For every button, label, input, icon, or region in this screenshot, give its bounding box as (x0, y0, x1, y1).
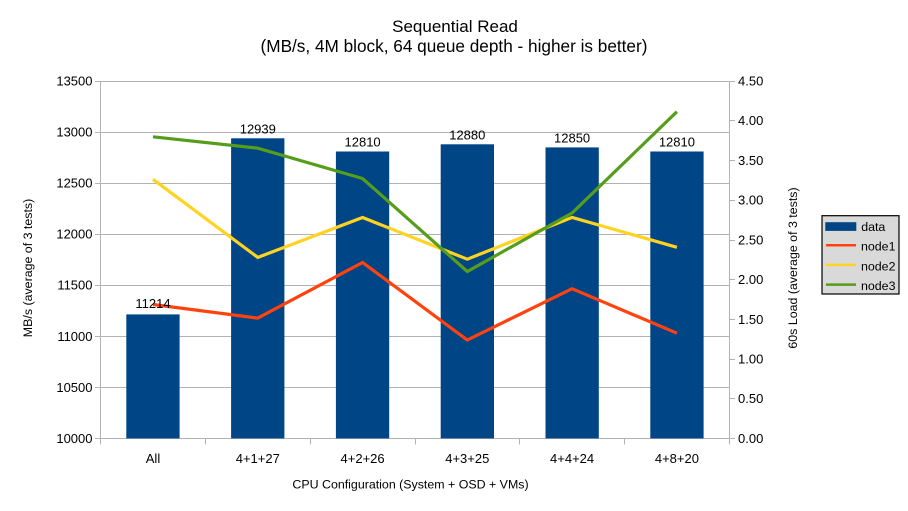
svg-text:11000: 11000 (57, 329, 92, 344)
svg-text:2.50: 2.50 (738, 232, 763, 247)
svg-text:11500: 11500 (57, 278, 92, 293)
svg-text:12000: 12000 (56, 227, 92, 242)
svg-text:12810: 12810 (345, 135, 381, 150)
svg-text:60s Load (average of 3 tests): 60s Load (average of 3 tests) (786, 187, 800, 348)
svg-text:All: All (146, 451, 161, 466)
svg-text:4.00: 4.00 (738, 113, 763, 128)
svg-text:CPU Configuration (System + OS: CPU Configuration (System + OSD + VMs) (292, 478, 528, 492)
svg-text:node1: node1 (861, 240, 896, 254)
svg-text:12939: 12939 (240, 121, 276, 136)
svg-text:12880: 12880 (449, 127, 485, 142)
svg-text:13000: 13000 (56, 125, 92, 140)
svg-text:4+1+27: 4+1+27 (236, 451, 280, 466)
svg-text:11214: 11214 (135, 296, 170, 311)
svg-text:MB/s (average of 3 tests): MB/s (average of 3 tests) (21, 199, 35, 337)
svg-text:12810: 12810 (659, 135, 695, 150)
svg-text:13500: 13500 (56, 74, 92, 89)
svg-text:node3: node3 (861, 279, 896, 293)
svg-text:data: data (861, 220, 885, 234)
svg-text:Sequential Read: Sequential Read (392, 17, 518, 36)
svg-text:(MB/s, 4M block, 64 queue dept: (MB/s, 4M block, 64 queue depth - higher… (261, 36, 648, 56)
svg-text:10000: 10000 (56, 431, 92, 446)
svg-text:4.50: 4.50 (738, 74, 763, 89)
svg-text:3.50: 3.50 (738, 153, 763, 168)
svg-text:1.00: 1.00 (738, 352, 763, 367)
svg-text:4+3+25: 4+3+25 (445, 451, 489, 466)
svg-text:2.00: 2.00 (738, 272, 763, 287)
svg-text:3.00: 3.00 (738, 193, 763, 208)
svg-text:4+4+24: 4+4+24 (550, 451, 594, 466)
svg-text:10500: 10500 (56, 380, 92, 395)
svg-text:1.50: 1.50 (738, 312, 763, 327)
svg-text:0.50: 0.50 (738, 391, 763, 406)
svg-text:4+2+26: 4+2+26 (341, 451, 385, 466)
svg-text:12850: 12850 (554, 130, 590, 145)
svg-text:0.00: 0.00 (738, 431, 763, 446)
svg-text:4+8+20: 4+8+20 (655, 451, 699, 466)
svg-text:12500: 12500 (56, 176, 92, 191)
svg-text:node2: node2 (861, 259, 896, 273)
